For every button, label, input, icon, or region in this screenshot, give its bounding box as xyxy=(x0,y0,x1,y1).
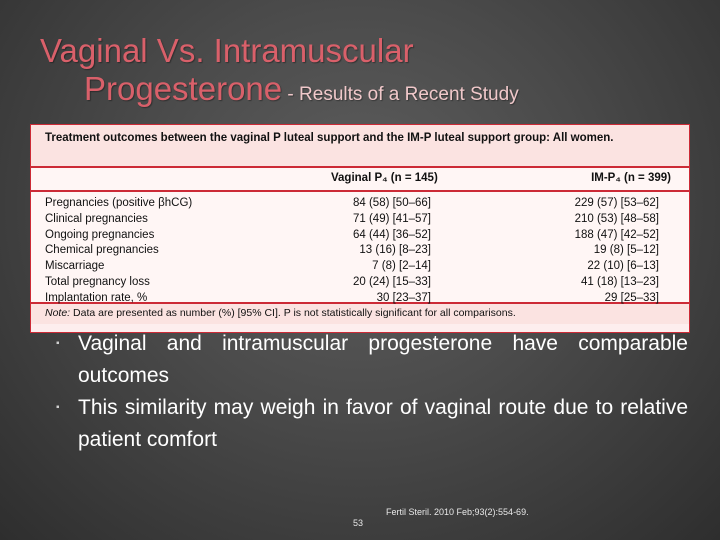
bullet-marker-icon: ▪ xyxy=(56,402,60,413)
row-vaginal-value: 13 (16) [8–23] xyxy=(359,244,431,257)
row-vaginal-value: 64 (44) [36–52] xyxy=(352,228,431,241)
row-im-value: 229 (57) [53–62] xyxy=(574,197,659,209)
title-line-2-wrapper: Progesterone - Results of a Recent Study xyxy=(40,70,700,114)
bullet-marker-icon: ▪ xyxy=(56,338,60,349)
bullet-text: This similarity may weigh in favor of va… xyxy=(78,396,688,451)
slide-title: Vaginal Vs. Intramuscular Progesterone -… xyxy=(40,32,700,114)
row-label: Clinical pregnancies xyxy=(45,212,148,225)
table-body: Pregnancies (positive βhCG) 84 (58) [50–… xyxy=(31,192,689,304)
row-im-value: 29 [25–33] xyxy=(604,291,659,304)
row-vaginal-value: 20 (24) [15–33] xyxy=(352,275,431,288)
row-vaginal-value: 30 [23–37] xyxy=(376,291,431,304)
citation: Fertil Steril. 2010 Feb;93(2):554-69. xyxy=(386,507,529,517)
row-label: Miscarriage xyxy=(45,260,105,273)
row-label: Pregnancies (positive βhCG) xyxy=(45,197,193,209)
row-label: Total pregnancy loss xyxy=(45,275,150,288)
table-row: Clinical pregnancies 71 (49) [41–57] 210… xyxy=(45,212,689,228)
row-im-value: 22 (10) [6–13] xyxy=(587,260,659,273)
title-line-1: Vaginal Vs. Intramuscular xyxy=(40,32,414,69)
bullet-item: ▪ This similarity may weigh in favor of … xyxy=(56,392,688,456)
title-line-2: Progesterone xyxy=(84,70,283,107)
header-im: IM-P₄ (n = 399) xyxy=(591,172,671,184)
bullet-list: ▪ Vaginal and intramuscular progesterone… xyxy=(56,328,688,456)
table-row: Total pregnancy loss 20 (24) [15–33] 41 … xyxy=(45,275,689,291)
table-row: Ongoing pregnancies 64 (44) [36–52] 188 … xyxy=(45,228,689,244)
table-header-row: Vaginal P₄ (n = 145) IM-P₄ (n = 399) xyxy=(31,168,689,192)
results-table: Treatment outcomes between the vaginal P… xyxy=(30,124,690,333)
note-label: Note: xyxy=(45,307,71,319)
row-im-value: 210 (53) [48–58] xyxy=(574,212,659,225)
bullet-text: Vaginal and intramuscular progesterone h… xyxy=(78,332,688,387)
table-row: Chemical pregnancies 13 (16) [8–23] 19 (… xyxy=(45,243,689,259)
slide-number: 53 xyxy=(353,518,364,528)
table-row: Miscarriage 7 (8) [2–14] 22 (10) [6–13] xyxy=(45,259,689,275)
row-im-value: 19 (8) [5–12] xyxy=(593,244,659,257)
row-vaginal-value: 84 (58) [50–66] xyxy=(352,197,431,209)
row-label: Implantation rate, % xyxy=(45,291,148,304)
row-vaginal-value: 71 (49) [41–57] xyxy=(352,212,431,225)
row-vaginal-value: 7 (8) [2–14] xyxy=(372,260,431,273)
table-row: Implantation rate, % 30 [23–37] 29 [25–3… xyxy=(45,291,689,307)
header-vaginal: Vaginal P₄ (n = 145) xyxy=(331,172,438,184)
table-note: Note: Data are presented as number (%) [… xyxy=(31,302,689,324)
row-label: Chemical pregnancies xyxy=(45,244,159,257)
row-label: Ongoing pregnancies xyxy=(45,228,155,241)
bullet-item: ▪ Vaginal and intramuscular progesterone… xyxy=(56,328,688,392)
table-row: Pregnancies (positive βhCG) 84 (58) [50–… xyxy=(45,196,689,212)
title-subtitle: - Results of a Recent Study xyxy=(282,84,519,105)
table-caption: Treatment outcomes between the vaginal P… xyxy=(31,125,689,168)
row-im-value: 41 (18) [13–23] xyxy=(580,275,659,288)
row-im-value: 188 (47) [42–52] xyxy=(574,228,659,241)
note-text: Data are presented as number (%) [95% CI… xyxy=(70,307,516,319)
